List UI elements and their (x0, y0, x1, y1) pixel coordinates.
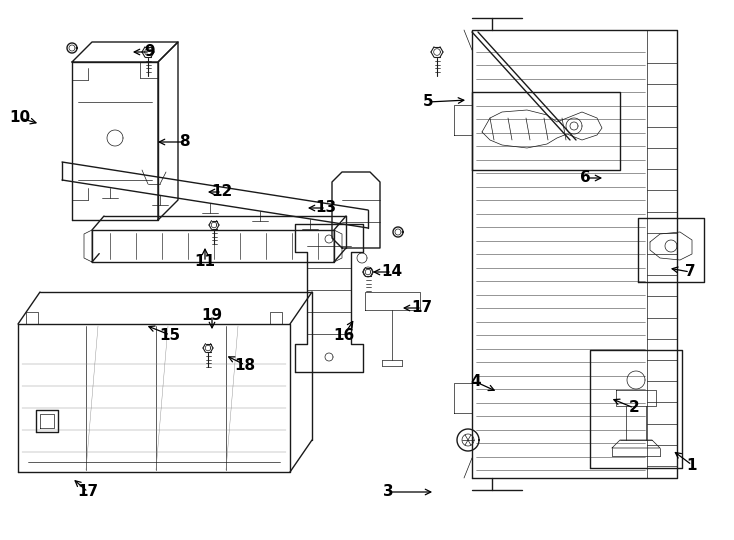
Text: 8: 8 (178, 134, 189, 150)
Text: 18: 18 (234, 357, 255, 373)
Text: 10: 10 (10, 111, 31, 125)
Text: 5: 5 (423, 94, 433, 110)
Text: 19: 19 (201, 307, 222, 322)
Text: 4: 4 (470, 375, 482, 389)
Text: 6: 6 (580, 171, 590, 186)
Text: 13: 13 (316, 200, 337, 215)
Text: 17: 17 (412, 300, 432, 315)
Text: 17: 17 (78, 484, 98, 500)
Text: 16: 16 (333, 327, 355, 342)
Text: 14: 14 (382, 265, 402, 280)
Text: 7: 7 (685, 265, 695, 280)
Text: 3: 3 (382, 484, 393, 500)
Text: 11: 11 (195, 254, 216, 269)
Text: 9: 9 (145, 44, 156, 59)
Text: 2: 2 (628, 401, 639, 415)
Text: 1: 1 (687, 457, 697, 472)
Text: 12: 12 (211, 185, 233, 199)
Text: 15: 15 (159, 327, 181, 342)
